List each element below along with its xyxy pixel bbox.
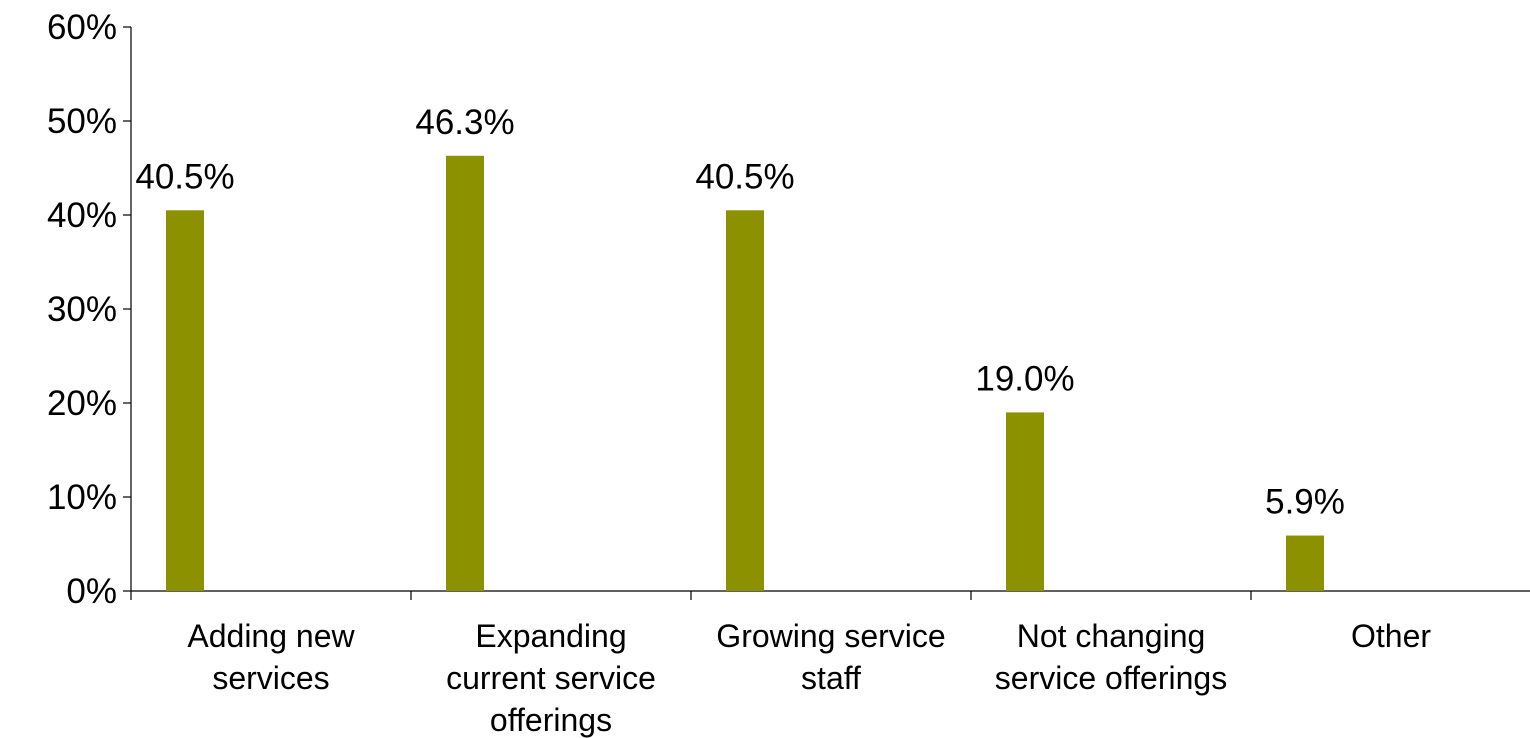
data-label: 40.5% — [695, 157, 794, 196]
y-tick-label: 10% — [47, 478, 117, 517]
y-tick-label: 30% — [47, 290, 117, 329]
category-label-line: Growing service — [716, 618, 945, 654]
y-axis: 0% 10% 20% 30% 40% 50% 60% — [47, 8, 132, 611]
data-label: 40.5% — [135, 157, 234, 196]
y-tick-label: 40% — [47, 196, 117, 235]
data-label: 5.9% — [1265, 483, 1345, 522]
category-label-line: Adding new — [187, 618, 355, 654]
category-label-line: offerings — [490, 702, 612, 738]
y-tick-label: 50% — [47, 102, 117, 141]
category-label-line: Expanding — [475, 618, 626, 654]
category-label: Growing service staff — [716, 618, 945, 696]
data-labels: 40.5% 46.3% 40.5% 19.0% 5.9% — [135, 103, 1345, 522]
category-label: Not changing service offerings — [995, 618, 1227, 696]
category-label-line: Not changing — [1017, 618, 1206, 654]
y-tick-label: 60% — [47, 8, 117, 47]
category-label-line: services — [212, 660, 329, 696]
x-axis — [130, 590, 1530, 600]
category-label-line: staff — [801, 660, 861, 696]
y-tick-label: 20% — [47, 384, 117, 423]
y-tick-label: 0% — [66, 572, 117, 611]
category-label-line: service offerings — [995, 660, 1227, 696]
category-label: Adding new services — [187, 618, 355, 696]
data-label: 19.0% — [975, 359, 1074, 398]
bars — [166, 155, 1324, 592]
bar — [1006, 412, 1044, 591]
bar — [166, 210, 204, 592]
category-label: Expanding current service offerings — [446, 618, 656, 738]
category-labels: Adding new services Expanding current servi… — [187, 618, 1431, 738]
bar — [726, 210, 764, 592]
data-label: 46.3% — [415, 103, 514, 142]
category-label-line: current service — [446, 660, 656, 696]
category-label: Other — [1351, 618, 1431, 654]
bar — [446, 155, 484, 591]
category-label-line: Other — [1351, 618, 1431, 654]
bar — [1286, 535, 1324, 591]
